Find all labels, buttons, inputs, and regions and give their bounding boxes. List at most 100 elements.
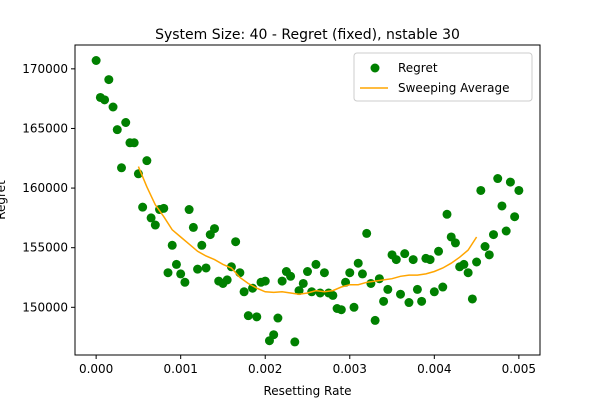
regret-point <box>248 283 258 293</box>
regret-point <box>319 268 329 278</box>
regret-point <box>476 185 486 195</box>
regret-point <box>294 286 304 296</box>
series-layer <box>91 56 524 347</box>
regret-point <box>150 220 160 230</box>
legend: Regret Sweeping Average <box>353 52 533 102</box>
regret-point <box>201 263 211 273</box>
regret-point <box>315 288 325 298</box>
regret-point <box>91 56 101 65</box>
legend-box <box>353 52 533 102</box>
regret-point <box>188 222 198 232</box>
regret-point <box>417 296 427 306</box>
regret-point <box>138 202 148 212</box>
regret-point <box>328 290 338 300</box>
regret-point <box>167 240 177 250</box>
plot-frame <box>74 44 541 356</box>
regret-point <box>366 278 376 288</box>
y-tick-label: 165000 <box>22 121 68 135</box>
regret-point <box>290 337 300 347</box>
regret-point <box>252 312 262 322</box>
regret-point <box>374 274 384 284</box>
regret-point <box>353 258 363 268</box>
regret-point <box>510 212 520 222</box>
regret-point <box>370 315 380 325</box>
regret-point <box>349 302 359 312</box>
regret-point <box>484 250 494 260</box>
regret-point <box>112 125 122 135</box>
regret-point <box>514 185 524 195</box>
regret-point <box>404 298 414 308</box>
y-axis-title: Regret <box>0 180 8 220</box>
regret-point <box>231 237 241 247</box>
chart-title: System Size: 40 - Regret (fixed), nstabl… <box>155 27 460 43</box>
regret-point <box>298 278 308 288</box>
regret-point <box>501 226 511 236</box>
y-tick-label: 150000 <box>22 300 68 314</box>
regret-point <box>408 255 418 265</box>
regret-point <box>260 276 270 286</box>
regret-point <box>104 75 114 85</box>
regret-point <box>425 255 435 265</box>
y-axis: 150000 155000 160000 165000 170000 <box>22 62 75 314</box>
legend-label-sweeping-average: Sweeping Average <box>398 81 509 95</box>
regret-point <box>434 246 444 256</box>
regret-point <box>383 284 393 294</box>
regret-point <box>467 294 477 304</box>
regret-point <box>180 277 190 287</box>
sweeping-average-line <box>137 166 478 295</box>
regret-point <box>100 95 110 105</box>
regret-point <box>197 240 207 250</box>
x-axis-title: Resetting Rate <box>263 384 351 398</box>
regret-point <box>184 205 194 215</box>
x-tick-label: 0.000 <box>79 362 113 376</box>
regret-point <box>129 138 139 148</box>
x-tick-label: 0.004 <box>417 362 451 376</box>
regret-point <box>269 330 279 340</box>
regret-point <box>336 305 346 315</box>
regret-point <box>379 296 389 306</box>
regret-point <box>121 118 131 127</box>
x-tick-label: 0.005 <box>502 362 536 376</box>
regret-point <box>472 257 482 267</box>
regret-point <box>108 102 118 112</box>
regret-point <box>235 268 245 278</box>
regret-point <box>493 174 503 184</box>
regret-point <box>400 249 410 259</box>
regret-point <box>396 289 405 299</box>
regret-point <box>193 264 203 274</box>
regret-point <box>146 213 156 223</box>
regret-point <box>505 177 515 187</box>
x-axis: 0.000 0.001 0.002 0.003 0.004 0.005 <box>79 355 536 376</box>
regret-point <box>463 268 473 278</box>
legend-marker-regret <box>370 63 380 73</box>
legend-label-regret: Regret <box>398 61 438 75</box>
regret-point <box>459 259 469 269</box>
regret-point <box>303 267 312 277</box>
regret-point <box>497 201 507 211</box>
regret-point <box>226 262 236 272</box>
regret-point <box>286 271 296 281</box>
regret-point <box>480 242 490 251</box>
regret-point <box>243 311 253 321</box>
x-tick-label: 0.002 <box>248 362 282 376</box>
regret-point <box>176 269 186 279</box>
regret-point <box>171 259 181 269</box>
regret-point <box>311 259 321 269</box>
regret-point <box>345 268 355 278</box>
regret-point <box>412 284 422 294</box>
regret-point <box>489 230 498 240</box>
regret-point <box>117 163 126 173</box>
regret-point <box>442 209 452 219</box>
regret-point <box>362 228 372 238</box>
y-tick-label: 170000 <box>22 62 68 76</box>
y-tick-label: 155000 <box>22 241 68 255</box>
regret-point <box>142 156 152 166</box>
regret-point <box>450 238 460 248</box>
regret-point <box>357 269 367 279</box>
regret-point <box>239 287 249 297</box>
regret-point <box>210 224 219 234</box>
x-tick-label: 0.001 <box>164 362 198 376</box>
y-tick-label: 160000 <box>22 181 68 195</box>
regret-point <box>163 268 173 278</box>
